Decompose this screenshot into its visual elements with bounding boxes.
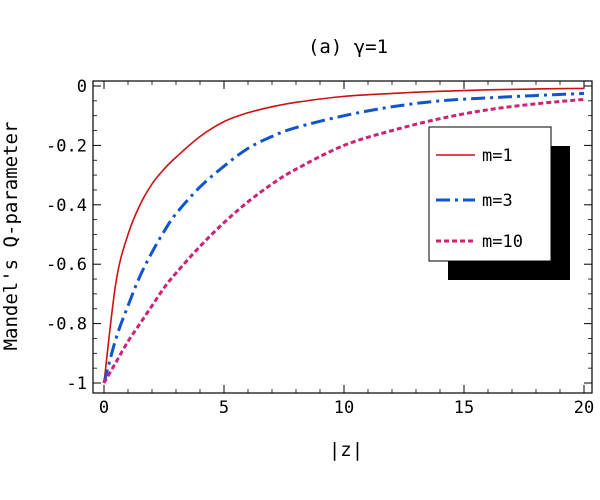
legend-label-1: m=1: [482, 146, 513, 166]
series-line-1: [103, 87, 585, 384]
x-tick-label: 5: [219, 398, 229, 418]
legend-items: m=1 m=3 m=10: [436, 146, 523, 252]
legend-label-2: m=3: [482, 191, 513, 211]
series-line-2: [102, 91, 585, 384]
x-tick-label: 15: [454, 398, 474, 418]
series-line-3: [102, 97, 585, 384]
y-tick-label: -0.4: [46, 196, 87, 216]
axis-ticks: [93, 81, 592, 393]
plot-frame: [92, 80, 593, 394]
legend-box: [428, 126, 552, 262]
y-tick-label: -0.8: [46, 315, 87, 335]
series-lines: [102, 87, 585, 384]
legend-label-3: m=10: [482, 232, 523, 252]
x-tick-label: 10: [334, 398, 354, 418]
y-tick-label: -1: [67, 374, 87, 394]
x-tick-label: 20: [574, 398, 594, 418]
x-axis-label: |z|: [329, 439, 363, 461]
x-tick-label: 0: [99, 398, 109, 418]
chart-title: (a) γ=1: [308, 36, 388, 58]
tick-labels: 0 5 10 15 20 0 -0.2 -0.4 -0.6 -0.8 -1: [46, 77, 594, 418]
y-tick-label: -0.6: [46, 255, 87, 275]
y-tick-label: 0: [77, 77, 87, 97]
legend: m=1 m=3 m=10: [428, 126, 570, 280]
y-axis-label: Mandel's Q-parameter: [0, 122, 22, 351]
y-tick-label: -0.2: [46, 136, 87, 156]
